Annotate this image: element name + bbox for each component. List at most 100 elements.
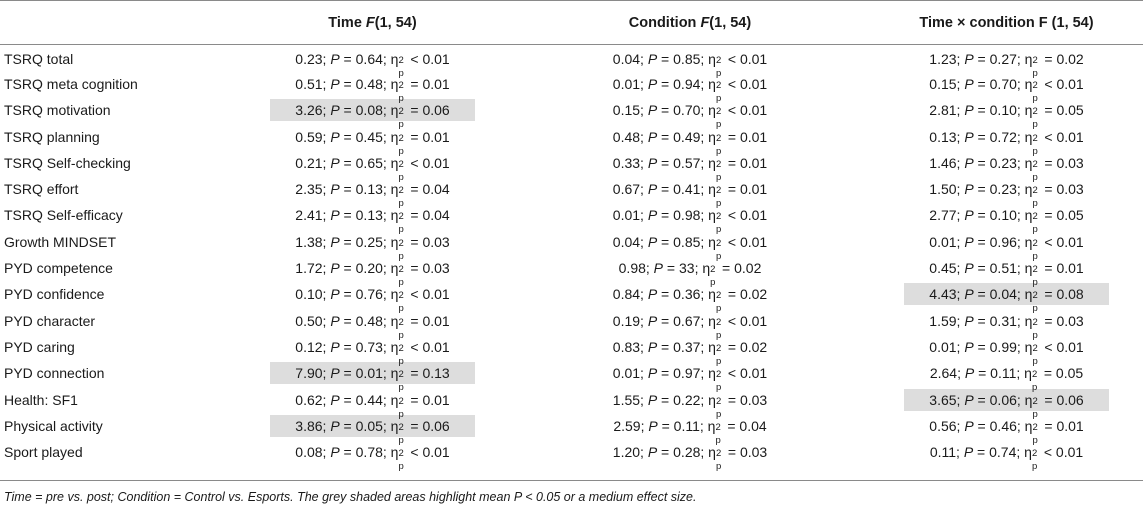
eta-operator: =: [410, 312, 419, 329]
eta-sub: p: [1032, 250, 1038, 262]
eta-operator: <: [727, 207, 737, 224]
eta-symbol: η: [390, 128, 399, 145]
row-label: TSRQ Self-checking: [4, 154, 131, 171]
header-time: Time F(1, 54): [235, 0, 510, 45]
p-value: 0.72: [989, 128, 1017, 145]
p-symbol: P: [964, 233, 974, 250]
eta-sup: 2: [710, 264, 716, 276]
row-label: Health: SF1: [4, 391, 78, 408]
p-symbol: P: [330, 207, 340, 224]
eta-sub: p: [715, 224, 722, 236]
eta-sub: p: [398, 92, 404, 104]
eta-value: 0.01: [739, 75, 768, 92]
eta-value: 0.01: [422, 50, 450, 67]
eta-symbol: η: [708, 207, 716, 224]
header-interaction: Time × condition F (1, 54): [870, 0, 1143, 45]
p-value: 0.94: [673, 75, 701, 92]
eta-sup: 2: [715, 421, 721, 433]
eta-sup: 2: [1032, 211, 1038, 223]
eta-sup: 2: [715, 54, 722, 66]
f-value: 0.08: [295, 444, 323, 461]
p-symbol: P: [330, 338, 340, 355]
table-bottom-rule: [0, 480, 1143, 481]
eta-operator: <: [1043, 444, 1053, 461]
f-value: 1.72: [295, 260, 323, 277]
p-value: 0.13: [355, 207, 383, 224]
eta-sup: 2: [715, 211, 722, 223]
p-value: 0.76: [355, 286, 383, 303]
f-value: 0.19: [612, 312, 641, 329]
eta-symbol: η: [707, 417, 716, 434]
eta-sub: p: [1032, 303, 1038, 315]
eta-value: 0.06: [422, 417, 450, 434]
eta-symbol: η: [390, 444, 399, 461]
eta-symbol: η: [1024, 75, 1033, 92]
p-value: 0.46: [989, 417, 1017, 434]
f-value: 7.90: [295, 365, 323, 382]
eta-sup: 2: [1032, 421, 1038, 433]
f-value: 0.10: [295, 286, 323, 303]
eta-sub: p: [1032, 119, 1038, 131]
p-value: 0.10: [989, 102, 1017, 119]
eta-operator: <: [727, 50, 737, 67]
eta-sup: 2: [398, 369, 404, 381]
f-value: 0.33: [612, 154, 641, 171]
eta-sub: p: [398, 434, 404, 446]
row-label: TSRQ planning: [4, 128, 100, 145]
p-value: 0.97: [673, 365, 701, 382]
f-value: 2.81: [929, 102, 957, 119]
p-symbol: P: [964, 338, 974, 355]
p-value: 0.85: [673, 50, 701, 67]
p-symbol: P: [330, 417, 340, 434]
eta-symbol: η: [1024, 181, 1033, 198]
eta-sup: 2: [715, 342, 722, 354]
p-symbol: P: [964, 102, 974, 119]
eta-symbol: η: [390, 338, 399, 355]
f-value: 3.65: [929, 391, 957, 408]
eta-value: 0.01: [739, 181, 768, 198]
eta-sub: p: [1032, 67, 1038, 79]
eta-symbol: η: [390, 417, 399, 434]
eta-sub: p: [1032, 434, 1038, 446]
f-value: 0.59: [295, 128, 323, 145]
p-symbol: P: [647, 444, 658, 461]
f-value: 0.01: [929, 233, 957, 250]
p-value: 0.10: [989, 207, 1017, 224]
row-label: TSRQ total: [4, 50, 74, 67]
p-value: 0.01: [355, 365, 383, 382]
eta-value: 0.01: [1056, 417, 1084, 434]
p-value: 0.06: [989, 391, 1017, 408]
p-value: 0.23: [989, 154, 1017, 171]
eta-symbol: η: [708, 181, 716, 198]
p-value: 0.98: [673, 207, 701, 224]
eta-sup: 2: [715, 237, 722, 249]
eta-sup: 2: [398, 264, 404, 276]
p-symbol: P: [330, 50, 340, 67]
p-value: 0.11: [673, 417, 700, 434]
eta-sup: 2: [398, 54, 404, 66]
p-symbol: P: [330, 128, 340, 145]
row-label: TSRQ Self-efficacy: [4, 207, 123, 224]
f-value: 1.38: [295, 233, 323, 250]
eta-sup: 2: [398, 132, 404, 144]
eta-sub: p: [715, 408, 722, 420]
